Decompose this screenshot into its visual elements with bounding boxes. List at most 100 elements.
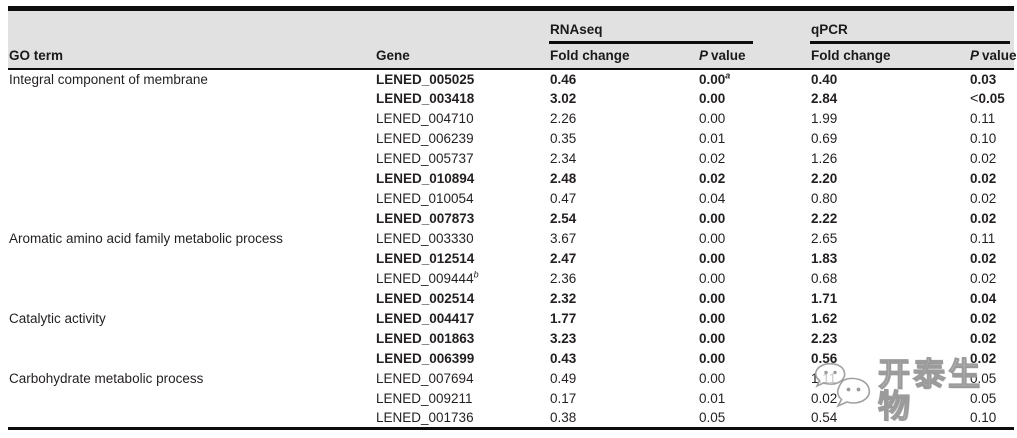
gene-cell: LENED_005737 — [376, 151, 474, 166]
qpcr-fold-change-cell: 2.84 — [811, 91, 838, 106]
qpcr-p-value-cell: 0.04 — [970, 291, 997, 306]
qpcr-fold-change-cell: 0.80 — [811, 191, 838, 206]
go-term-cell — [8, 149, 375, 169]
table-row: LENED_006399 0.43 0.00 0.56 0.02 — [8, 349, 1014, 369]
gene-cell: LENED_004710 — [376, 111, 474, 126]
group-header-spacer — [375, 9, 549, 44]
rnaseq-fold-change-cell: 2.54 — [550, 211, 577, 226]
qpcr-p-value-cell: 0.10 — [970, 410, 997, 426]
table-row: LENED_012514 2.47 0.00 1.83 0.02 — [8, 249, 1014, 269]
gene-cell: LENED_003418 — [376, 91, 475, 106]
rnaseq-p-value-cell: 0.00 — [699, 291, 726, 306]
qpcr-p-value-cell: 0.02 — [970, 311, 997, 326]
table-row: LENED_003418 3.02 0.00 2.84 <0.05 — [8, 89, 1014, 109]
qpcr-fold-change-cell: 2.23 — [811, 331, 838, 346]
table-row: LENED_006239 0.35 0.01 0.69 0.10 — [8, 129, 1014, 149]
go-term-column-header: GO term — [8, 43, 375, 70]
gene-cell: LENED_010054 — [376, 191, 474, 206]
table-row: LENED_004710 2.26 0.00 1.99 0.11 — [8, 109, 1014, 129]
gene-cell: LENED_004417 — [376, 311, 475, 326]
go-term-cell: Integral component of membrane — [9, 71, 208, 87]
gene-cell: LENED_002514 — [376, 291, 475, 306]
gene-column-header: Gene — [375, 43, 549, 70]
go-term-cell — [8, 129, 375, 149]
table-row: Catalytic activity LENED_004417 1.77 0.00 1.… — [8, 309, 1014, 329]
go-term-cell — [8, 89, 375, 109]
group-header-rnaseq: RNAseq — [549, 9, 810, 44]
qpcr-p-value-cell: 0.10 — [970, 131, 997, 146]
gene-cell: LENED_007873 — [376, 211, 475, 226]
rnaseq-fold-change-cell: 0.17 — [550, 391, 577, 406]
rnaseq-p-value-cell: 0.05 — [699, 410, 726, 426]
rnaseq-fold-change-column-header: Fold change — [549, 43, 698, 70]
qpcr-group-label: qPCR — [811, 21, 848, 37]
go-term-cell — [8, 329, 375, 349]
table-row: LENED_009444b 2.36 0.00 0.68 0.02 — [8, 269, 1014, 289]
qpcr-fold-change-cell: 2.20 — [811, 171, 838, 186]
qpcr-p-value-cell: 0.02 — [970, 211, 997, 226]
table-row: Aromatic amino acid family metabolic pro… — [8, 229, 1014, 249]
gene-cell: LENED_005025 — [376, 71, 475, 87]
rnaseq-p-value-cell: 0.00 — [699, 111, 726, 126]
qpcr-p-value-cell: <0.05 — [970, 90, 1005, 107]
go-term-cell — [8, 169, 375, 189]
rnaseq-fold-change-cell: 2.26 — [550, 111, 577, 126]
qpcr-p-value-cell: 0.02 — [970, 271, 997, 286]
qpcr-p-value-cell: 0.02 — [970, 151, 997, 166]
rnaseq-fold-change-cell: 0.47 — [550, 191, 577, 206]
qpcr-p-value-cell: 0.02 — [970, 191, 997, 206]
qpcr-fold-change-cell: 1.83 — [811, 251, 838, 266]
table-row: LENED_001736 0.38 0.05 0.54 0.10 — [8, 409, 1014, 429]
go-term-cell — [8, 109, 375, 129]
rnaseq-p-value-cell: 0.00 — [699, 91, 726, 106]
rnaseq-fold-change-cell: 2.34 — [550, 151, 577, 166]
gene-cell: LENED_003330 — [376, 231, 474, 246]
table-row: LENED_010054 0.47 0.04 0.80 0.02 — [8, 189, 1014, 209]
gene-cell: LENED_010894 — [376, 171, 475, 186]
go-term-cell — [8, 409, 375, 429]
go-term-cell — [8, 289, 375, 309]
qpcr-p-value-cell: 0.02 — [970, 351, 997, 366]
rnaseq-fold-change-cell: 3.67 — [550, 231, 577, 246]
rnaseq-group-label: RNAseq — [550, 21, 603, 37]
group-header-spacer — [8, 9, 375, 44]
rnaseq-p-value-cell: 0.00 — [699, 371, 726, 386]
rnaseq-p-value-cell: 0.00a — [699, 70, 731, 87]
rnaseq-p-value-cell: 0.00 — [699, 231, 726, 246]
qpcr-fold-change-column-header: Fold change — [810, 43, 970, 70]
table-row: LENED_001863 3.23 0.00 2.23 0.02 — [8, 329, 1014, 349]
go-term-cell — [8, 349, 375, 369]
go-term-cell: Aromatic amino acid family metabolic pro… — [9, 231, 283, 246]
go-term-cell: Catalytic activity — [9, 311, 106, 326]
rnaseq-p-value-cell: 0.04 — [699, 191, 726, 206]
group-header-row: RNAseq qPCR — [8, 9, 1014, 44]
rnaseq-p-value-cell: 0.00 — [699, 351, 726, 366]
rnaseq-p-value-cell: 0.00 — [699, 271, 726, 286]
table-row: Integral component of membrane LENED_0050… — [8, 69, 1014, 89]
rnaseq-fold-change-cell: 2.36 — [550, 271, 577, 286]
qpcr-p-value-cell: 0.02 — [970, 251, 997, 266]
qpcr-fold-change-cell: 1.99 — [811, 111, 838, 126]
table-row: LENED_007873 2.54 0.00 2.22 0.02 — [8, 209, 1014, 229]
rnaseq-p-value-cell: 0.00 — [699, 251, 726, 266]
qpcr-fold-change-cell: 2.65 — [811, 231, 838, 246]
gene-cell: LENED_012514 — [376, 251, 475, 266]
qpcr-p-value-cell: 0.11 — [970, 111, 996, 126]
qpcr-fold-change-cell: 1.11 — [811, 371, 837, 386]
qpcr-p-value-cell: 0.05 — [970, 391, 997, 406]
qpcr-fold-change-cell: 0.69 — [811, 131, 838, 146]
qpcr-fold-change-cell: 0.02 — [811, 391, 838, 406]
rnaseq-p-value-cell: 0.02 — [699, 151, 726, 166]
rnaseq-p-value-cell: 0.02 — [699, 171, 726, 186]
go-term-cell — [8, 269, 375, 289]
go-term-cell — [8, 389, 375, 409]
qpcr-fold-change-cell: 1.62 — [811, 311, 838, 326]
rnaseq-fold-change-cell: 0.43 — [550, 351, 577, 366]
gene-cell: LENED_001863 — [376, 331, 475, 346]
